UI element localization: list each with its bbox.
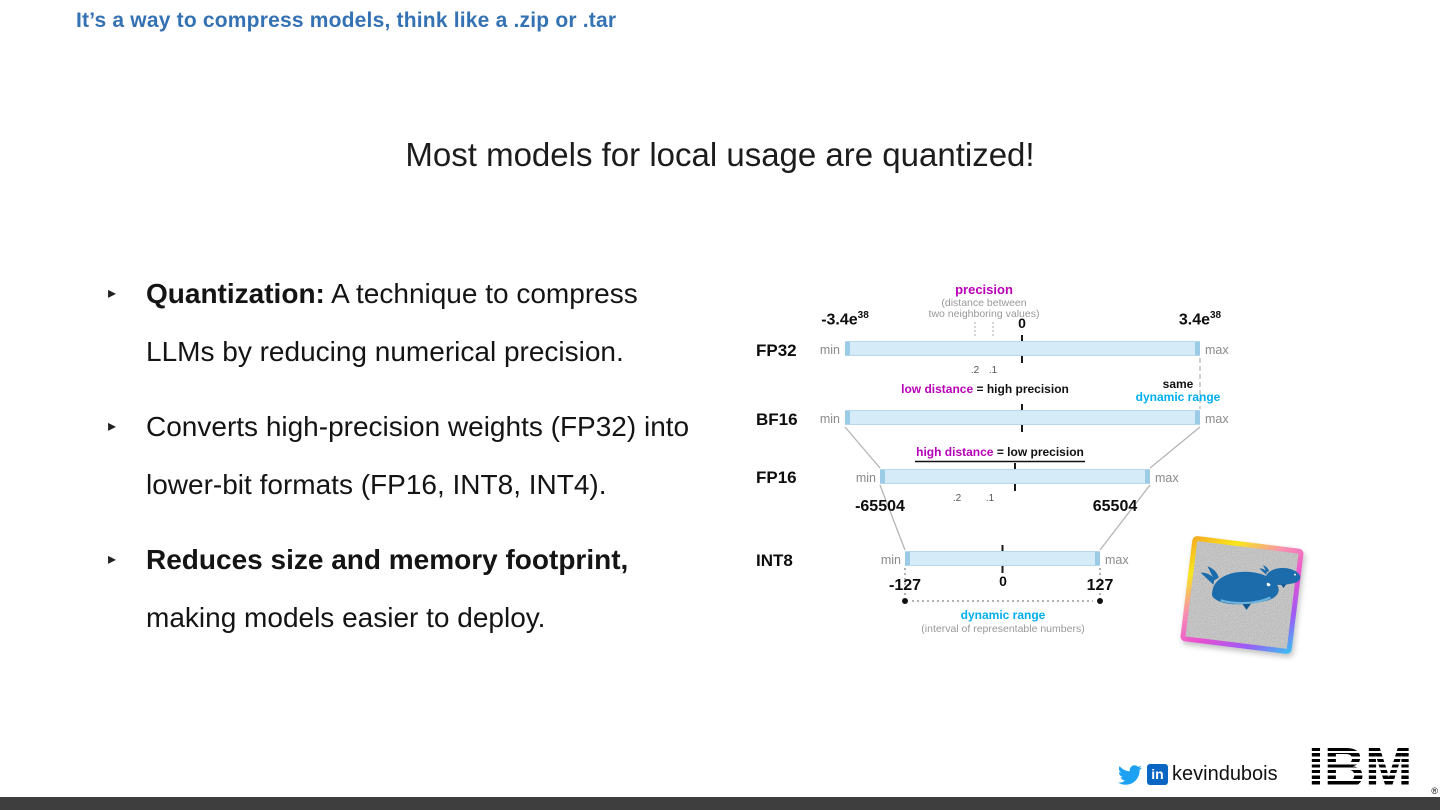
fp16-min-value: -65504	[855, 498, 905, 515]
bullet-icon: ▸	[108, 551, 117, 568]
bullet-text: Converts high-precision weights (FP32) i…	[146, 411, 690, 500]
fp16-max-value: 65504	[1092, 498, 1138, 515]
bf16-max-label: max	[1205, 412, 1229, 426]
ibm-logo: IBM ®	[1306, 740, 1438, 797]
fp32-label: FP32	[756, 341, 797, 360]
int8-range-bar	[905, 551, 1100, 566]
fp16-min-label: min	[855, 471, 876, 485]
list-item: ▸ Converts high-precision weights (FP32)…	[108, 398, 693, 514]
bullet-icon: ▸	[108, 285, 117, 302]
int8-min-label: min	[880, 553, 901, 567]
dynamic-range-sub: (interval of representable numbers)	[921, 623, 1085, 635]
bullet-list: ▸ Quantization: A technique to compress …	[108, 265, 693, 664]
page-title: Most models for local usage are quantize…	[405, 136, 1035, 173]
precision-diagram: precision (distance between two neighbor…	[750, 282, 1250, 652]
bf16-label: BF16	[756, 410, 798, 429]
linkedin-icon[interactable]: in	[1147, 764, 1168, 785]
dynamic-range-label: dynamic range	[960, 608, 1046, 622]
fp16-max-label: max	[1155, 471, 1179, 485]
fp32-dot2-label: .2	[970, 365, 980, 376]
fp32-dot1-label: .1	[988, 365, 998, 376]
int8-max-label: max	[1105, 553, 1129, 567]
social-handle[interactable]: kevindubois	[1172, 763, 1278, 785]
high-distance-annotation: high distance = low precision	[916, 445, 1084, 459]
bullet-text: Quantization: A technique to compress LL…	[146, 278, 638, 367]
fp16-dot2-label: .2	[952, 493, 962, 504]
fp16-label: FP16	[756, 468, 797, 487]
bf16-range-bar	[845, 410, 1200, 425]
low-distance-annotation: low distance = high precision	[901, 382, 1069, 396]
fp32-max-value: 3.4e38	[1178, 310, 1222, 329]
whale-art-noise	[1185, 541, 1299, 649]
fp32-min-value: -3.4e38	[821, 310, 869, 329]
precision-label: precision	[955, 282, 1013, 297]
whale-art-frame	[1179, 535, 1305, 655]
fp32-min-label: min	[819, 343, 840, 357]
whale-icon	[1200, 566, 1279, 610]
int8-max-value: 127	[1086, 577, 1114, 594]
list-item: ▸ Quantization: A technique to compress …	[108, 265, 693, 381]
bf16-min-label: min	[819, 412, 840, 426]
fp16-range-bar	[880, 469, 1150, 484]
list-item: ▸ Reduces size and memory footprint, mak…	[108, 531, 693, 647]
fp32-zero-value: 0	[1018, 315, 1026, 331]
precision-sub-1: (distance between	[941, 297, 1027, 309]
twitter-icon[interactable]	[1118, 763, 1142, 787]
diagram-lines	[844, 322, 1201, 604]
fp16-dot1-label: .1	[985, 493, 995, 504]
bullet-text: Reduces size and memory footprint, makin…	[146, 544, 629, 633]
same-dynamic-range-annotation: same dynamic range	[1135, 377, 1221, 404]
bottom-bar	[0, 797, 1440, 810]
ibm-logo-stripes	[1306, 742, 1432, 796]
int8-zero-value: 0	[999, 573, 1007, 589]
kicker-note: It’s a way to compress models, think lik…	[76, 9, 617, 32]
fp32-range-bar	[845, 341, 1200, 356]
int8-label: INT8	[756, 551, 793, 570]
registered-mark: ®	[1431, 786, 1438, 796]
precision-sub-2: two neighboring values)	[928, 308, 1040, 320]
fp32-max-label: max	[1205, 343, 1229, 357]
int8-min-value: -127	[888, 577, 922, 594]
small-whale-icon	[1259, 565, 1301, 588]
bullet-icon: ▸	[108, 418, 117, 435]
